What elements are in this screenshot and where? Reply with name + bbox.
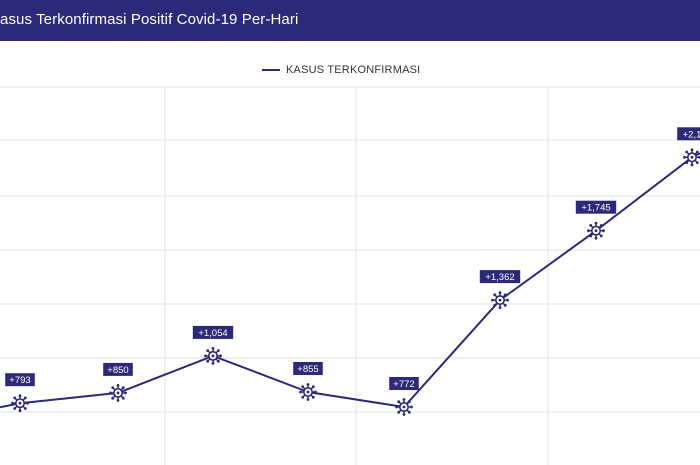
virus-icon [109, 384, 127, 402]
series-layer [0, 152, 700, 409]
markers-layer [11, 148, 700, 416]
legend-line-icon [262, 69, 280, 71]
virus-icon [204, 347, 222, 365]
data-label-bg [5, 373, 35, 387]
grid-layer [0, 86, 700, 465]
data-label-0: +793 [5, 373, 35, 387]
data-label-text: +855 [297, 364, 318, 375]
data-label-bg [389, 377, 419, 390]
virus-icon [491, 291, 509, 309]
chart-title: asus Terkonfirmasi Positif Covid-19 Per-… [0, 11, 299, 28]
virus-icon [395, 398, 413, 416]
data-label-bg [677, 127, 700, 141]
data-label-3: +855 [293, 362, 323, 375]
data-label-text: +1,745 [581, 203, 610, 214]
virus-icon [11, 394, 29, 413]
series-line-kasus-terkonfirmasi [0, 152, 700, 409]
virus-icon [299, 383, 317, 401]
data-label-5: +1,362 [479, 270, 521, 284]
data-label-text: +1,362 [485, 272, 514, 283]
data-label-2: +1,054 [192, 325, 234, 339]
chart-legend[interactable]: KASUS TERKONFIRMASI [262, 63, 420, 77]
data-label-bg [103, 362, 133, 376]
data-label-7: +2,1 [677, 127, 700, 141]
data-label-bg [575, 200, 617, 214]
chart-header: asus Terkonfirmasi Positif Covid-19 Per-… [0, 0, 700, 41]
data-label-bg [192, 325, 234, 339]
data-label-4: +772 [389, 377, 419, 390]
data-label-text: +772 [393, 379, 414, 390]
data-label-bg [479, 270, 521, 284]
data-label-1: +850 [103, 362, 133, 376]
data-label-text: +850 [107, 365, 128, 376]
virus-icon [587, 221, 605, 240]
data-label-text: +1,054 [198, 328, 227, 339]
virus-icon [683, 148, 700, 167]
data-label-bg [293, 362, 323, 375]
data-labels-layer: +793 +850 +1,054 +855 +772 +1,362 +1,745 +2,1 [5, 127, 700, 390]
data-label-text: +2,1 [683, 129, 700, 140]
data-label-6: +1,745 [575, 200, 617, 214]
legend-label: KASUS TERKONFIRMASI [286, 64, 421, 76]
data-label-text: +793 [9, 375, 30, 386]
